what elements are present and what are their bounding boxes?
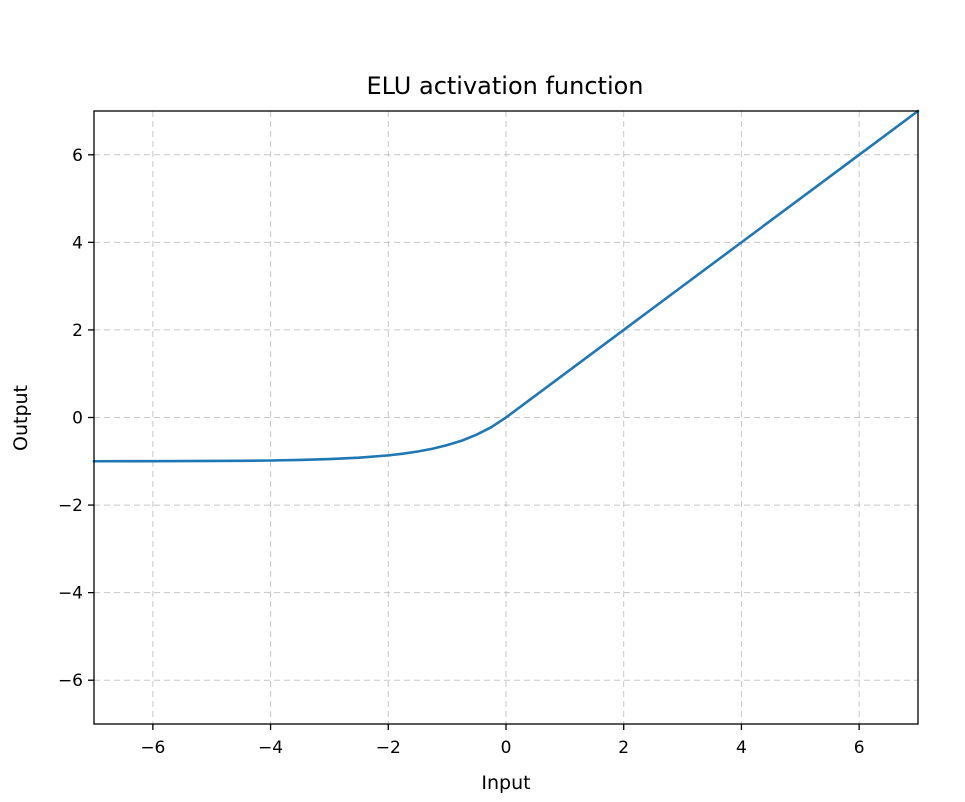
x-tick-label: −2: [376, 738, 401, 758]
x-axis-label: Input: [481, 772, 530, 794]
y-tick-label: 2: [72, 321, 83, 341]
elu-line: [92, 109, 920, 463]
y-tick-label: −6: [58, 671, 83, 691]
y-tick-label: 4: [72, 233, 83, 253]
x-tick-label: −4: [258, 738, 283, 758]
x-tick-label: 4: [736, 738, 747, 758]
y-axis-label: Output: [10, 385, 32, 451]
x-tick-label: −6: [140, 738, 165, 758]
x-tick-label: 2: [618, 738, 629, 758]
x-tick-label: 6: [854, 738, 865, 758]
chart-title: ELU activation function: [366, 72, 643, 100]
y-tick-label: 0: [72, 409, 83, 429]
x-tick-label: 0: [501, 738, 512, 758]
y-tick-label: −4: [58, 584, 83, 604]
y-tick-label: 6: [72, 146, 83, 166]
y-tick-label: −2: [58, 496, 83, 516]
plot-area: [92, 109, 920, 463]
axis-ticks: −6 −4 −2 0 2 4 6 −6 −4 −2 0 2 4 6: [58, 146, 865, 758]
